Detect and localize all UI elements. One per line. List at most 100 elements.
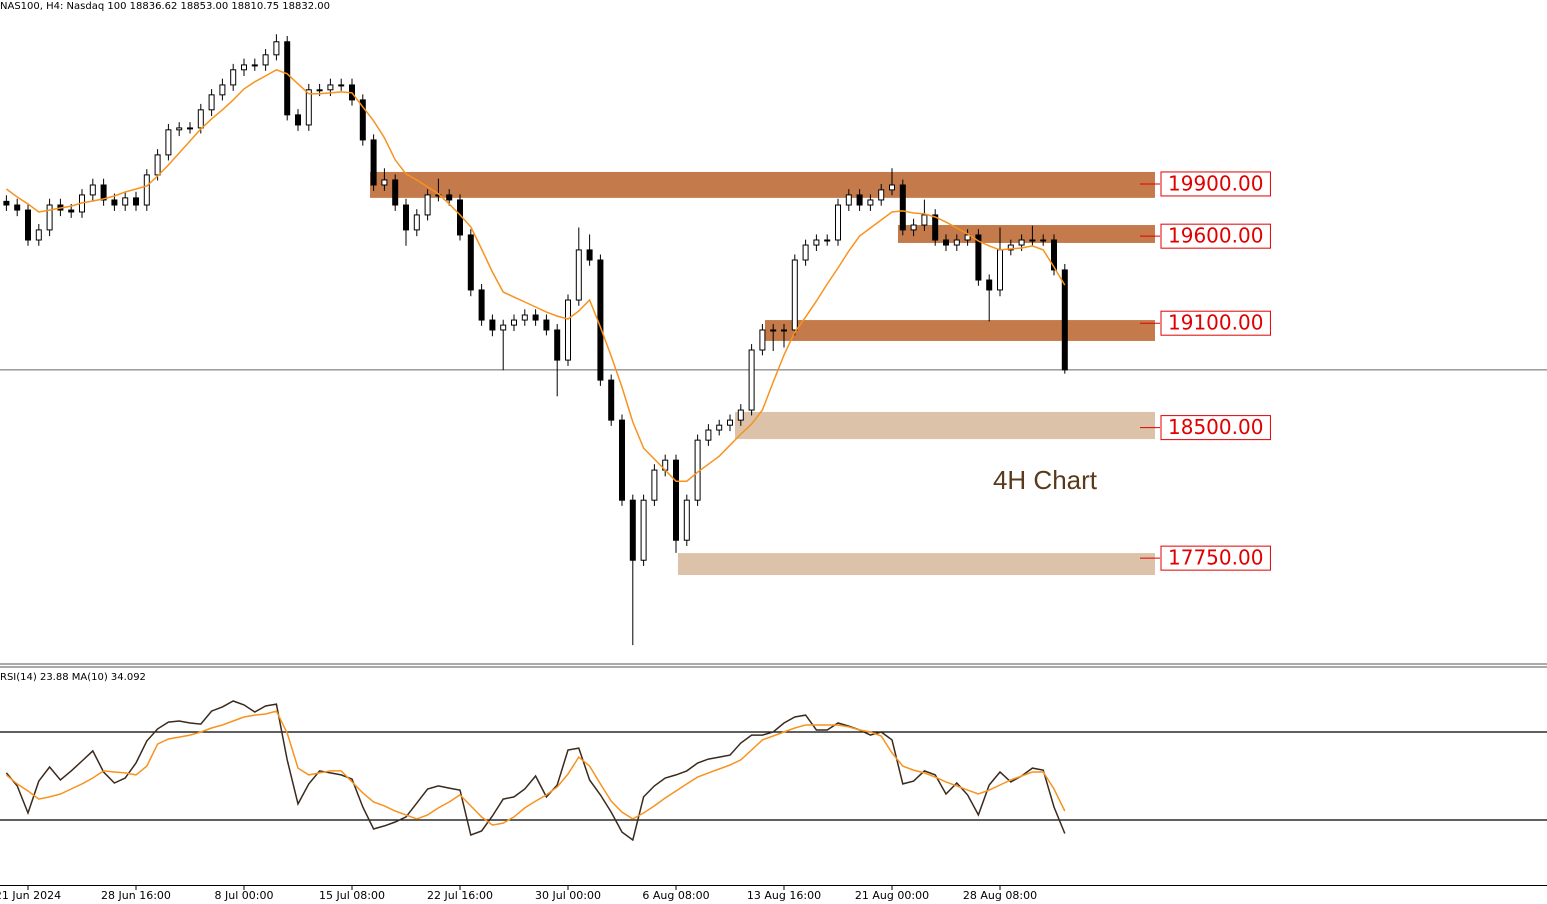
- candle-body: [100, 184, 107, 201]
- candle-body: [813, 239, 820, 246]
- candle-body: [586, 249, 593, 261]
- candle-body: [629, 499, 636, 561]
- x-tick-label: 15 Jul 08:00: [319, 889, 385, 902]
- candle-body: [273, 41, 280, 56]
- zone-label: 18500.00: [1168, 415, 1263, 439]
- candle-body: [532, 314, 539, 321]
- candle-body: [964, 234, 971, 241]
- candle-body: [370, 139, 377, 186]
- x-tick-label: 22 Jul 16:00: [427, 889, 493, 902]
- candle-body: [1040, 239, 1047, 242]
- candle-body: [413, 214, 420, 231]
- candle-body: [608, 379, 615, 421]
- candle-body: [802, 244, 809, 261]
- x-tick-label: 21 Aug 00:00: [855, 889, 929, 902]
- x-tick-label: 21 Jun 2024: [0, 889, 61, 902]
- candle-body: [770, 329, 777, 332]
- candle-body: [187, 127, 193, 130]
- candle-body: [251, 64, 258, 67]
- candle-body: [241, 64, 247, 71]
- candle-body: [899, 184, 906, 231]
- candle-body: [25, 209, 31, 241]
- candle-body: [381, 179, 388, 186]
- candle-body: [835, 204, 841, 241]
- candle-body: [35, 229, 42, 241]
- candle-body: [154, 154, 161, 176]
- candle-body: [878, 189, 885, 201]
- moving-average: [5, 68, 1066, 482]
- candle-body: [176, 127, 183, 131]
- candle-body: [521, 314, 528, 321]
- candle-body: [295, 114, 301, 126]
- candle-body: [727, 419, 733, 426]
- x-tick-label: 30 Jul 00:00: [535, 889, 601, 902]
- candle-body: [208, 94, 215, 111]
- candle-body: [143, 174, 150, 206]
- candle-body: [403, 204, 409, 231]
- candle-body: [1018, 239, 1025, 246]
- candle-body: [68, 209, 75, 213]
- candle-body: [197, 109, 204, 129]
- candle-body: [305, 89, 312, 126]
- candle-body: [467, 234, 474, 291]
- x-tick-label: 28 Aug 08:00: [963, 889, 1037, 902]
- candle-body: [1061, 269, 1068, 371]
- candle-body: [219, 84, 226, 96]
- candle-body: [781, 329, 787, 332]
- zone-label-box: [1160, 171, 1271, 197]
- x-tick-label: 8 Jul 00:00: [215, 889, 274, 902]
- candle-body: [619, 419, 625, 501]
- candle-body: [921, 214, 928, 226]
- candle-body: [327, 84, 334, 91]
- candle-body: [122, 197, 129, 206]
- candle-body: [500, 324, 507, 331]
- candle-body: [953, 239, 960, 246]
- candle-body: [737, 409, 744, 421]
- rsi-ma-line: [5, 710, 1066, 826]
- candle-body: [705, 429, 712, 441]
- candle-body: [1007, 244, 1014, 251]
- candle-body: [986, 279, 993, 291]
- candle-body: [14, 204, 21, 211]
- candle-body: [284, 41, 291, 116]
- rsi-header: RSI(14) 23.88 MA(10) 34.092: [0, 672, 146, 683]
- candle-body: [943, 239, 949, 246]
- candle-body: [478, 289, 485, 321]
- candle-body: [230, 69, 237, 86]
- candle-body: [511, 319, 517, 326]
- candle-body: [997, 249, 1003, 291]
- candle-body: [424, 194, 431, 216]
- candle-body: [759, 329, 766, 351]
- candle-body: [716, 424, 723, 431]
- candle-body: [791, 259, 798, 331]
- candle-body: [1051, 239, 1057, 271]
- rsi-line: [5, 700, 1066, 842]
- zone: [370, 171, 1155, 198]
- candle-body: [554, 329, 561, 361]
- candle-body: [262, 54, 269, 66]
- candle-body: [1029, 239, 1036, 242]
- candle-body: [338, 84, 345, 87]
- candle-body: [683, 499, 690, 541]
- candle-body: [543, 319, 550, 331]
- zone-label-box: [1160, 223, 1271, 249]
- candle-body: [651, 469, 658, 501]
- candle-body: [46, 204, 53, 231]
- zone-label-box: [1160, 415, 1271, 441]
- zone-label-box: [1160, 545, 1271, 571]
- candle-body: [889, 184, 895, 191]
- zone: [735, 411, 1155, 440]
- candle-body: [975, 234, 982, 281]
- candle-body: [856, 194, 863, 206]
- candle-body: [910, 224, 917, 231]
- zone: [678, 553, 1155, 576]
- candle-body: [133, 197, 139, 206]
- candle-body: [845, 194, 852, 206]
- x-tick-label: 13 Aug 16:00: [747, 889, 821, 902]
- x-tick-label: 6 Aug 08:00: [642, 889, 709, 902]
- zone-label: 19900.00: [1168, 171, 1263, 195]
- candle-body: [392, 179, 399, 206]
- candle-body: [932, 214, 939, 241]
- candle-body: [575, 249, 582, 301]
- zone-label: 19600.00: [1168, 224, 1263, 248]
